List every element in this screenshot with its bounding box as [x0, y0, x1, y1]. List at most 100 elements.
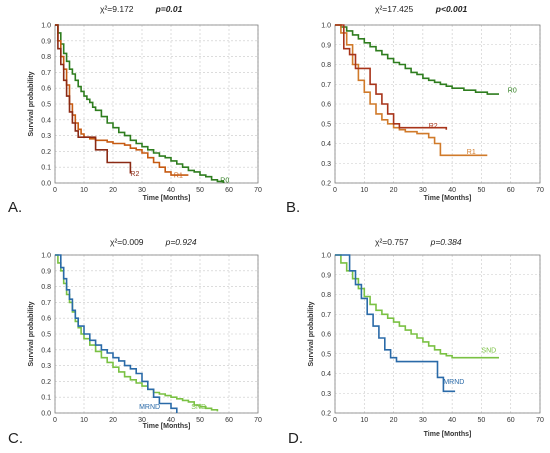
x-tick-label: 60 — [507, 187, 515, 194]
plot-frame — [54, 24, 259, 184]
series-label-r1: R1 — [174, 173, 183, 180]
y-tick-label: 0.7 — [321, 312, 331, 319]
y-tick-label: 0.6 — [321, 332, 331, 339]
x-tick-label: 50 — [478, 187, 486, 194]
x-tick-label: 60 — [225, 417, 233, 424]
x-tick-label: 0 — [53, 187, 57, 194]
y-tick-label: 1.0 — [321, 23, 331, 30]
x-tick-label: 0 — [333, 187, 337, 194]
series-label-r0: R0 — [220, 177, 229, 184]
plot-frame — [334, 24, 541, 184]
survival-curve-snd — [55, 254, 219, 412]
x-tick-label: 20 — [109, 187, 117, 194]
y-tick-label: 0.3 — [41, 363, 51, 370]
plot-frame — [54, 254, 259, 414]
chart-panel-2: 0.2 0.3 0.4 0.5 0.6 0.7 0.8 0.9 1.0 0 10 20 30 40 50 60… — [286, 4, 544, 216]
y-tick-label: 0.0 — [41, 181, 51, 188]
p-value: p=0.01 — [155, 4, 183, 14]
panel-letter: C. — [8, 430, 23, 447]
series-label-r2: R2 — [130, 171, 139, 178]
y-tick-label: 0.6 — [321, 102, 331, 109]
x-tick-label: 10 — [80, 417, 88, 424]
y-tick-label: 0.9 — [321, 272, 331, 279]
survival-curve-r2 — [55, 24, 132, 174]
x-tick-label: 70 — [254, 187, 262, 194]
x-tick-label: 30 — [138, 187, 146, 194]
p-value: p<0.001 — [435, 4, 468, 14]
series-label-r2: R2 — [429, 123, 438, 130]
x-tick-label: 0 — [53, 417, 57, 424]
x-tick-label: 60 — [507, 417, 515, 424]
series-label-mrnd: MRND — [139, 404, 160, 411]
y-tick-label: 1.0 — [41, 253, 51, 260]
survival-curve-r2 — [335, 24, 448, 130]
y-tick-label: 0.7 — [41, 300, 51, 307]
x-tick-label: 70 — [254, 417, 262, 424]
series-label-mrnd: MRND — [443, 379, 464, 386]
survival-curve-r0 — [55, 24, 224, 183]
x-tick-label: 70 — [536, 417, 544, 424]
x-tick-label: 60 — [225, 187, 233, 194]
y-tick-label: 0.2 — [41, 379, 51, 386]
y-tick-label: 0.2 — [321, 181, 331, 188]
chi-square-statistic: χ²=17.425 — [375, 4, 414, 14]
y-tick-label: 0.8 — [41, 54, 51, 61]
x-tick-label: 50 — [196, 417, 204, 424]
y-tick-label: 0.7 — [321, 82, 331, 89]
x-tick-label: 40 — [167, 187, 175, 194]
x-tick-label: 40 — [448, 187, 456, 194]
y-tick-label: 0.1 — [41, 165, 51, 172]
panel-letter: D. — [288, 430, 303, 447]
x-tick-label: 30 — [419, 187, 427, 194]
y-tick-label: 0.2 — [321, 411, 331, 418]
x-tick-label: 20 — [390, 417, 398, 424]
y-tick-label: 0.3 — [321, 391, 331, 398]
y-axis-label: Survival probability — [28, 301, 35, 366]
p-value: p=0.384 — [430, 237, 462, 247]
x-tick-label: 20 — [390, 187, 398, 194]
y-tick-label: 0.4 — [41, 117, 51, 124]
y-tick-label: 0.5 — [321, 121, 331, 128]
series-label-snd: SND — [481, 347, 496, 354]
survival-curve-snd — [335, 254, 499, 359]
x-tick-label: 10 — [360, 417, 368, 424]
y-tick-label: 0.4 — [321, 371, 331, 378]
y-tick-label: 0.3 — [41, 133, 51, 140]
chart-panel-1: 0.0 0.1 0.2 0.3 0.4 0.5 0.6 0.7 0.8 0.9 1.0 0 10 20 30… — [8, 4, 262, 216]
x-axis-label: Time [Months] — [424, 431, 472, 438]
plot-frame — [334, 254, 541, 414]
x-tick-label: 30 — [419, 417, 427, 424]
chi-square-statistic: χ²=9.172 — [100, 4, 134, 14]
y-tick-label: 0.1 — [41, 395, 51, 402]
x-tick-label: 40 — [167, 417, 175, 424]
chi-square-statistic: χ²=0.009 — [110, 237, 144, 247]
y-tick-label: 0.5 — [41, 332, 51, 339]
x-tick-label: 10 — [80, 187, 88, 194]
panel-letter: B. — [286, 199, 300, 216]
survival-curve-r1 — [55, 24, 189, 176]
survival-curve-mrnd — [55, 254, 178, 413]
y-tick-label: 0.0 — [41, 411, 51, 418]
y-tick-label: 1.0 — [41, 23, 51, 30]
y-tick-label: 0.6 — [41, 86, 51, 93]
x-axis-label: Time [Months] — [143, 423, 191, 430]
y-tick-label: 0.9 — [41, 38, 51, 45]
y-tick-label: 0.5 — [41, 102, 51, 109]
x-tick-label: 20 — [109, 417, 117, 424]
y-tick-label: 1.0 — [321, 253, 331, 260]
y-axis-label: Survival probability — [28, 71, 35, 136]
x-tick-label: 10 — [360, 187, 368, 194]
y-tick-label: 0.3 — [321, 161, 331, 168]
y-tick-label: 0.8 — [41, 284, 51, 291]
y-tick-label: 0.9 — [321, 42, 331, 49]
y-tick-label: 0.9 — [41, 268, 51, 275]
y-tick-label: 0.4 — [41, 347, 51, 354]
x-tick-label: 50 — [478, 417, 486, 424]
x-tick-label: 70 — [536, 187, 544, 194]
y-tick-label: 0.8 — [321, 62, 331, 69]
x-tick-label: 30 — [138, 417, 146, 424]
x-axis-label: Time [Months] — [143, 195, 191, 202]
y-tick-label: 0.2 — [41, 149, 51, 156]
x-tick-label: 50 — [196, 187, 204, 194]
